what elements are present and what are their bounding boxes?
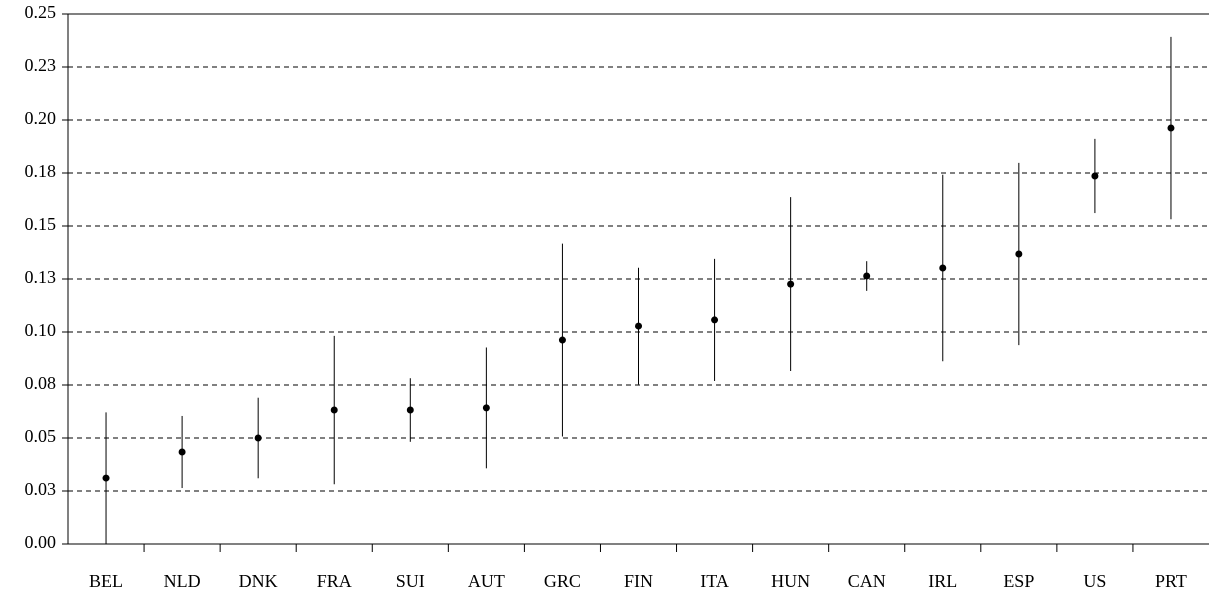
y-tick-label: 0.03 [25, 479, 57, 499]
y-tick-label: 0.13 [25, 267, 57, 287]
x-tick-label: CAN [848, 571, 886, 591]
point [711, 316, 719, 324]
point [482, 404, 490, 412]
y-tick-label: 0.15 [25, 214, 57, 234]
point [1167, 124, 1175, 132]
x-tick-label: PRT [1155, 571, 1187, 591]
y-tick-label: 0.25 [25, 2, 57, 22]
point [939, 264, 947, 272]
x-tick-label: AUT [468, 571, 505, 591]
x-tick-label: HUN [771, 571, 810, 591]
y-tick-label: 0.10 [25, 320, 57, 340]
x-tick-label: SUI [396, 571, 425, 591]
point [863, 272, 871, 280]
x-tick-label: FRA [317, 571, 352, 591]
point [254, 434, 262, 442]
x-tick-label: GRC [544, 571, 581, 591]
x-tick-label: ITA [700, 571, 729, 591]
y-tick-label: 0.00 [25, 532, 57, 552]
point [102, 474, 110, 482]
x-tick-label: BEL [89, 571, 123, 591]
x-tick-label: US [1083, 571, 1106, 591]
point [635, 322, 642, 330]
x-tick-label: ESP [1003, 571, 1034, 591]
x-tick-label: FIN [624, 571, 653, 591]
x-tick-label: DNK [239, 571, 278, 591]
y-tick-label: 0.20 [25, 108, 57, 128]
point [558, 336, 566, 344]
y-tick-label: 0.18 [25, 161, 57, 181]
x-tick-label: NLD [164, 571, 201, 591]
y-tick-label: 0.08 [25, 373, 57, 393]
x-tick-label: IRL [928, 571, 957, 591]
y-tick-label: 0.23 [25, 55, 57, 75]
point [178, 448, 186, 456]
point [330, 406, 338, 414]
point [406, 406, 414, 414]
point [1015, 250, 1023, 258]
y-tick-label: 0.05 [25, 426, 57, 446]
point [1091, 172, 1099, 180]
point [787, 280, 795, 288]
